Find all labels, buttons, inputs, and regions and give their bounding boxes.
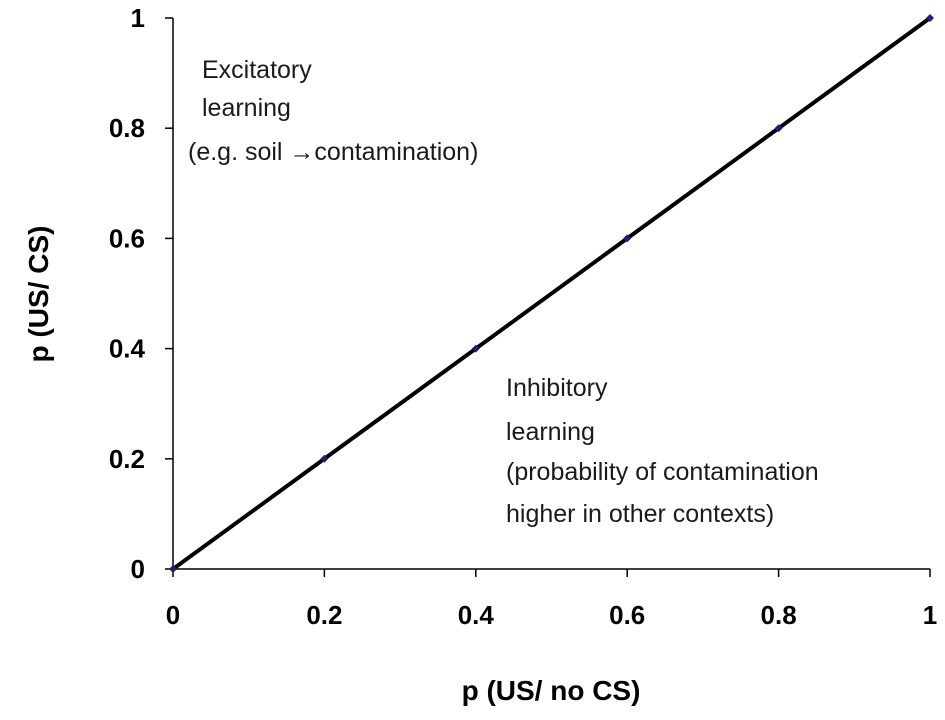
y-tick-label: 0: [131, 554, 145, 584]
y-tick-label: 1: [131, 3, 145, 33]
data-point: [320, 454, 329, 463]
y-tick-marks: [165, 17, 173, 570]
annotation-inhibitory-line-2: learning: [506, 418, 595, 446]
data-point: [926, 14, 934, 22]
x-tick-label: 0.8: [761, 600, 797, 630]
y-axis-title: p (US/ CS): [23, 226, 54, 363]
data-point: [623, 234, 632, 243]
y-tick-label: 0.6: [109, 223, 145, 253]
y-tick-label: 0.4: [109, 334, 146, 364]
data-point: [471, 344, 480, 353]
series-group: [169, 14, 934, 573]
annotation-inhibitory-line-1: Inhibitory: [506, 374, 608, 402]
data-point: [169, 565, 177, 573]
annotation-inhibitory-line-3: (probability of contamination: [506, 458, 819, 486]
x-tick-label: 0.2: [306, 600, 342, 630]
annotation-inhibitory: Inhibitory learning (probability of cont…: [506, 374, 819, 528]
x-tick-labels: 0 0.2 0.4 0.6 0.8 1: [166, 600, 937, 630]
x-tick-label: 0.6: [609, 600, 645, 630]
y-tick-label: 0.8: [109, 113, 145, 143]
x-tick-label: 0: [166, 600, 180, 630]
x-axis-title: p (US/ no CS): [462, 675, 641, 706]
annotation-excitatory: Excitatory learning (e.g. soil →contamin…: [188, 56, 478, 166]
series-line: [171, 16, 932, 571]
x-tick-label: 0.4: [458, 600, 495, 630]
data-point: [774, 124, 783, 133]
x-tick-marks: [172, 569, 931, 577]
annotation-inhibitory-line-4: higher in other contexts): [506, 500, 774, 528]
annotation-excitatory-line-3: (e.g. soil →contamination): [188, 138, 478, 166]
plot-area: [165, 14, 934, 577]
x-tick-label: 1: [923, 600, 937, 630]
y-tick-label: 0.2: [109, 444, 145, 474]
annotation-excitatory-line-2: learning: [202, 94, 291, 122]
annotation-excitatory-line-1: Excitatory: [202, 56, 312, 84]
y-tick-labels: 0 0.2 0.4 0.6 0.8 1: [109, 3, 146, 584]
